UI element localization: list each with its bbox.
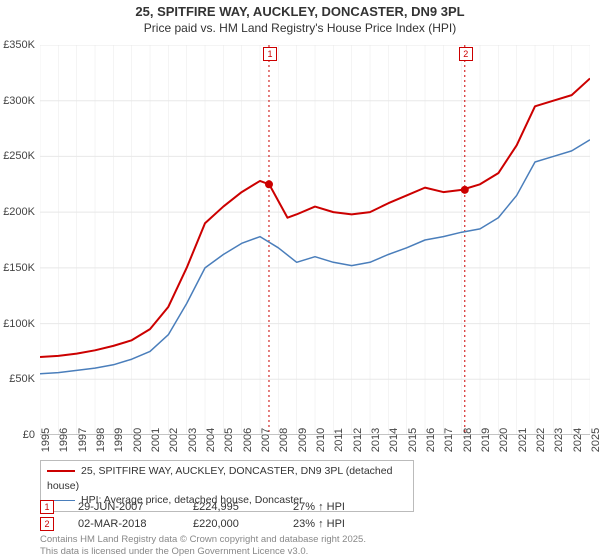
x-axis-label: 2010 bbox=[315, 428, 327, 452]
chart-container: 25, SPITFIRE WAY, AUCKLEY, DONCASTER, DN… bbox=[0, 0, 600, 560]
x-axis-label: 2009 bbox=[297, 428, 309, 452]
sale-date: 29-JUN-2007 bbox=[78, 501, 193, 513]
sale-marker-icon: 1 bbox=[263, 47, 277, 61]
attribution: Contains HM Land Registry data © Crown c… bbox=[40, 534, 366, 557]
sales-table: 1 29-JUN-2007 £224,995 27% ↑ HPI 2 02-MA… bbox=[40, 500, 345, 534]
y-axis-label: £350K bbox=[3, 39, 35, 51]
x-axis-label: 2015 bbox=[407, 428, 419, 452]
x-axis-label: 1999 bbox=[113, 428, 125, 452]
x-axis-label: 1995 bbox=[40, 428, 52, 452]
x-axis-label: 1998 bbox=[95, 428, 107, 452]
chart-svg bbox=[40, 45, 590, 435]
x-axis-label: 2006 bbox=[242, 428, 254, 452]
x-axis-label: 2001 bbox=[150, 428, 162, 452]
x-axis-label: 2022 bbox=[535, 428, 547, 452]
x-axis-label: 2013 bbox=[370, 428, 382, 452]
y-axis-label: £0 bbox=[23, 429, 35, 441]
x-axis-label: 2020 bbox=[498, 428, 510, 452]
sale-marker-icon: 1 bbox=[40, 500, 54, 514]
sale-vs-hpi: 27% ↑ HPI bbox=[293, 501, 345, 513]
sale-row: 2 02-MAR-2018 £220,000 23% ↑ HPI bbox=[40, 517, 345, 531]
x-axis-label: 2016 bbox=[425, 428, 437, 452]
legend-label-price-paid: 25, SPITFIRE WAY, AUCKLEY, DONCASTER, DN… bbox=[47, 465, 392, 492]
x-axis-label: 2011 bbox=[333, 428, 345, 452]
sale-marker-icon: 2 bbox=[40, 517, 54, 531]
x-axis-label: 2002 bbox=[168, 428, 180, 452]
y-axis-label: £150K bbox=[3, 262, 35, 274]
sale-date: 02-MAR-2018 bbox=[78, 518, 193, 530]
x-axis-label: 2025 bbox=[590, 428, 600, 452]
attribution-line: Contains HM Land Registry data © Crown c… bbox=[40, 534, 366, 545]
chart-subtitle: Price paid vs. HM Land Registry's House … bbox=[0, 21, 600, 37]
legend-swatch-price-paid bbox=[47, 470, 75, 472]
legend-item-price-paid: 25, SPITFIRE WAY, AUCKLEY, DONCASTER, DN… bbox=[47, 464, 407, 493]
x-axis-label: 2024 bbox=[572, 428, 584, 452]
title-block: 25, SPITFIRE WAY, AUCKLEY, DONCASTER, DN… bbox=[0, 0, 600, 36]
x-axis-label: 2000 bbox=[132, 428, 144, 452]
x-axis-label: 2005 bbox=[223, 428, 235, 452]
x-axis-label: 2023 bbox=[553, 428, 565, 452]
x-axis-label: 2014 bbox=[388, 428, 400, 452]
x-axis-label: 2008 bbox=[278, 428, 290, 452]
sale-price: £224,995 bbox=[193, 501, 293, 513]
x-axis-label: 2021 bbox=[517, 428, 529, 452]
x-axis-label: 2003 bbox=[187, 428, 199, 452]
attribution-line: This data is licensed under the Open Gov… bbox=[40, 546, 366, 557]
x-axis-label: 1997 bbox=[77, 428, 89, 452]
chart-title: 25, SPITFIRE WAY, AUCKLEY, DONCASTER, DN… bbox=[0, 4, 600, 21]
sale-vs-hpi: 23% ↑ HPI bbox=[293, 518, 345, 530]
x-axis-label: 2007 bbox=[260, 428, 272, 452]
x-axis-label: 2012 bbox=[352, 428, 364, 452]
chart-area: £0£50K£100K£150K£200K£250K£300K£350K1995… bbox=[40, 45, 590, 435]
sale-row: 1 29-JUN-2007 £224,995 27% ↑ HPI bbox=[40, 500, 345, 514]
x-axis-label: 2019 bbox=[480, 428, 492, 452]
x-axis-label: 2017 bbox=[443, 428, 455, 452]
y-axis-label: £250K bbox=[3, 150, 35, 162]
x-axis-label: 1996 bbox=[58, 428, 70, 452]
y-axis-label: £200K bbox=[3, 206, 35, 218]
sale-marker-icon: 2 bbox=[459, 47, 473, 61]
x-axis-label: 2004 bbox=[205, 428, 217, 452]
y-axis-label: £300K bbox=[3, 95, 35, 107]
y-axis-label: £100K bbox=[3, 318, 35, 330]
y-axis-label: £50K bbox=[9, 373, 35, 385]
sale-price: £220,000 bbox=[193, 518, 293, 530]
x-axis-label: 2018 bbox=[462, 428, 474, 452]
